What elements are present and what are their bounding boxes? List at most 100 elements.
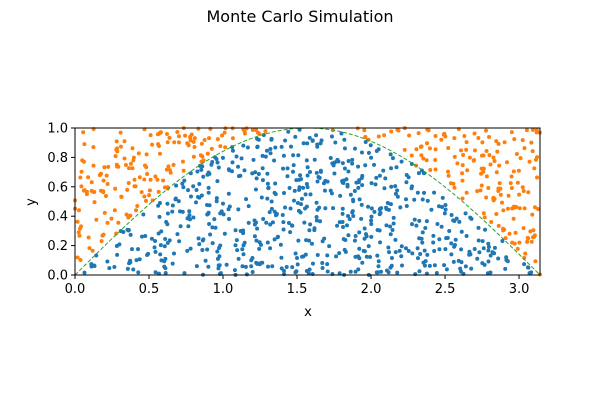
point-below-curve: [310, 261, 315, 266]
point-above-curve: [157, 151, 162, 156]
point-below-curve: [291, 198, 296, 203]
point-below-curve: [463, 264, 468, 269]
point-below-curve: [239, 156, 244, 161]
point-below-curve: [340, 161, 345, 166]
point-below-curve: [298, 173, 303, 178]
point-above-curve: [513, 230, 518, 235]
point-above-curve: [382, 133, 387, 138]
point-above-curve: [452, 185, 457, 190]
point-above-curve: [472, 131, 477, 136]
point-above-curve: [509, 186, 514, 191]
point-below-curve: [182, 271, 187, 276]
point-below-curve: [482, 262, 487, 267]
point-below-curve: [496, 256, 501, 261]
point-below-curve: [435, 221, 440, 226]
y-tick-label: 0.6: [47, 180, 68, 195]
point-below-curve: [505, 259, 510, 264]
point-below-curve: [214, 196, 219, 201]
point-below-curve: [447, 229, 452, 234]
point-below-curve: [291, 153, 296, 158]
point-below-curve: [314, 218, 319, 223]
point-below-curve: [163, 266, 168, 271]
point-below-curve: [125, 266, 130, 271]
point-above-curve: [414, 147, 419, 152]
point-below-curve: [249, 264, 254, 269]
point-below-curve: [393, 184, 398, 189]
point-below-curve: [375, 227, 380, 232]
point-below-curve: [485, 271, 490, 276]
point-below-curve: [261, 132, 266, 137]
point-above-curve: [515, 180, 520, 185]
point-above-curve: [215, 137, 220, 142]
point-below-curve: [252, 234, 257, 239]
point-below-curve: [363, 139, 368, 144]
point-below-curve: [163, 236, 168, 241]
point-above-curve: [103, 194, 108, 199]
plot-frame: [74, 127, 541, 276]
point-above-curve: [508, 181, 513, 186]
point-above-curve: [113, 186, 118, 191]
point-above-curve: [144, 198, 149, 203]
point-above-curve: [509, 130, 514, 135]
point-below-curve: [197, 242, 202, 247]
point-above-curve: [118, 130, 123, 135]
point-above-curve: [136, 151, 141, 156]
point-below-curve: [304, 182, 309, 187]
point-below-curve: [143, 234, 148, 239]
point-above-curve: [421, 156, 426, 161]
point-above-curve: [156, 144, 161, 149]
point-above-curve: [487, 153, 492, 158]
point-below-curve: [307, 135, 312, 140]
point-below-curve: [385, 268, 390, 273]
y-tick-label: 0.0: [47, 269, 68, 284]
point-below-curve: [391, 215, 396, 220]
point-above-curve: [464, 147, 469, 152]
point-below-curve: [146, 251, 151, 256]
point-below-curve: [246, 220, 251, 225]
point-above-curve: [86, 175, 91, 180]
point-below-curve: [256, 137, 261, 142]
point-below-curve: [301, 185, 306, 190]
point-below-curve: [215, 160, 220, 165]
point-below-curve: [340, 211, 345, 216]
point-below-curve: [404, 180, 409, 185]
point-below-curve: [188, 171, 193, 176]
point-above-curve: [502, 140, 507, 145]
point-above-curve: [492, 159, 497, 164]
point-above-curve: [81, 130, 86, 135]
point-below-curve: [331, 206, 336, 211]
point-above-curve: [533, 259, 538, 264]
point-above-curve: [427, 146, 432, 151]
point-below-curve: [286, 129, 291, 134]
point-above-curve: [101, 232, 106, 237]
point-below-curve: [458, 266, 463, 271]
point-below-curve: [157, 200, 162, 205]
x-tick-label: 0.5: [139, 282, 160, 297]
point-above-curve: [84, 189, 89, 194]
point-below-curve: [257, 262, 262, 267]
point-above-curve: [494, 139, 499, 144]
point-below-curve: [206, 190, 211, 195]
point-above-curve: [199, 159, 204, 164]
point-below-curve: [452, 244, 457, 249]
point-above-curve: [147, 188, 152, 193]
point-above-curve: [191, 139, 196, 144]
point-below-curve: [299, 196, 304, 201]
point-below-curve: [203, 258, 208, 263]
point-below-curve: [314, 133, 319, 138]
point-above-curve: [523, 251, 528, 256]
point-below-curve: [201, 237, 206, 242]
point-below-curve: [369, 234, 374, 239]
point-below-curve: [386, 245, 391, 250]
point-below-curve: [381, 168, 386, 173]
point-below-curve: [390, 156, 395, 161]
point-below-curve: [162, 244, 167, 249]
point-above-curve: [500, 200, 505, 205]
point-below-curve: [359, 216, 364, 221]
point-below-curve: [230, 148, 235, 153]
point-below-curve: [334, 254, 339, 259]
point-above-curve: [439, 137, 444, 142]
point-below-curve: [281, 268, 286, 273]
point-below-curve: [194, 264, 199, 269]
point-below-curve: [352, 238, 357, 243]
